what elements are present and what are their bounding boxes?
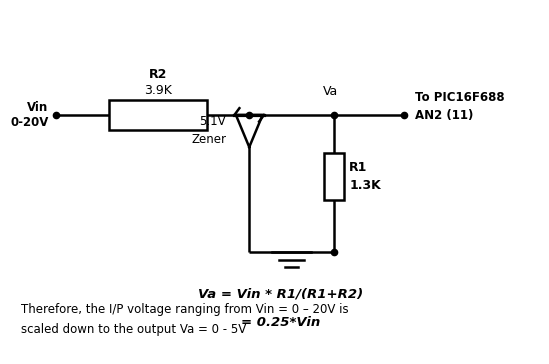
Text: Va = Vin * R1/(R1+R2): Va = Vin * R1/(R1+R2) bbox=[198, 288, 363, 301]
Text: To PIC16F688
AN2 (11): To PIC16F688 AN2 (11) bbox=[414, 91, 505, 122]
Bar bbox=[324, 153, 344, 200]
Text: R1
1.3K: R1 1.3K bbox=[349, 161, 381, 192]
Text: 5.1V
Zener: 5.1V Zener bbox=[191, 115, 226, 146]
Text: = 0.25*Vin: = 0.25*Vin bbox=[242, 316, 321, 329]
Text: R2: R2 bbox=[149, 68, 167, 81]
Text: Vin
0-20V: Vin 0-20V bbox=[10, 101, 49, 129]
Text: Va: Va bbox=[323, 85, 338, 98]
Text: Therefore, the I/P voltage ranging from Vin = 0 – 20V is
scaled down to the outp: Therefore, the I/P voltage ranging from … bbox=[20, 303, 348, 336]
Bar bbox=[109, 100, 207, 130]
Text: 3.9K: 3.9K bbox=[144, 84, 172, 98]
